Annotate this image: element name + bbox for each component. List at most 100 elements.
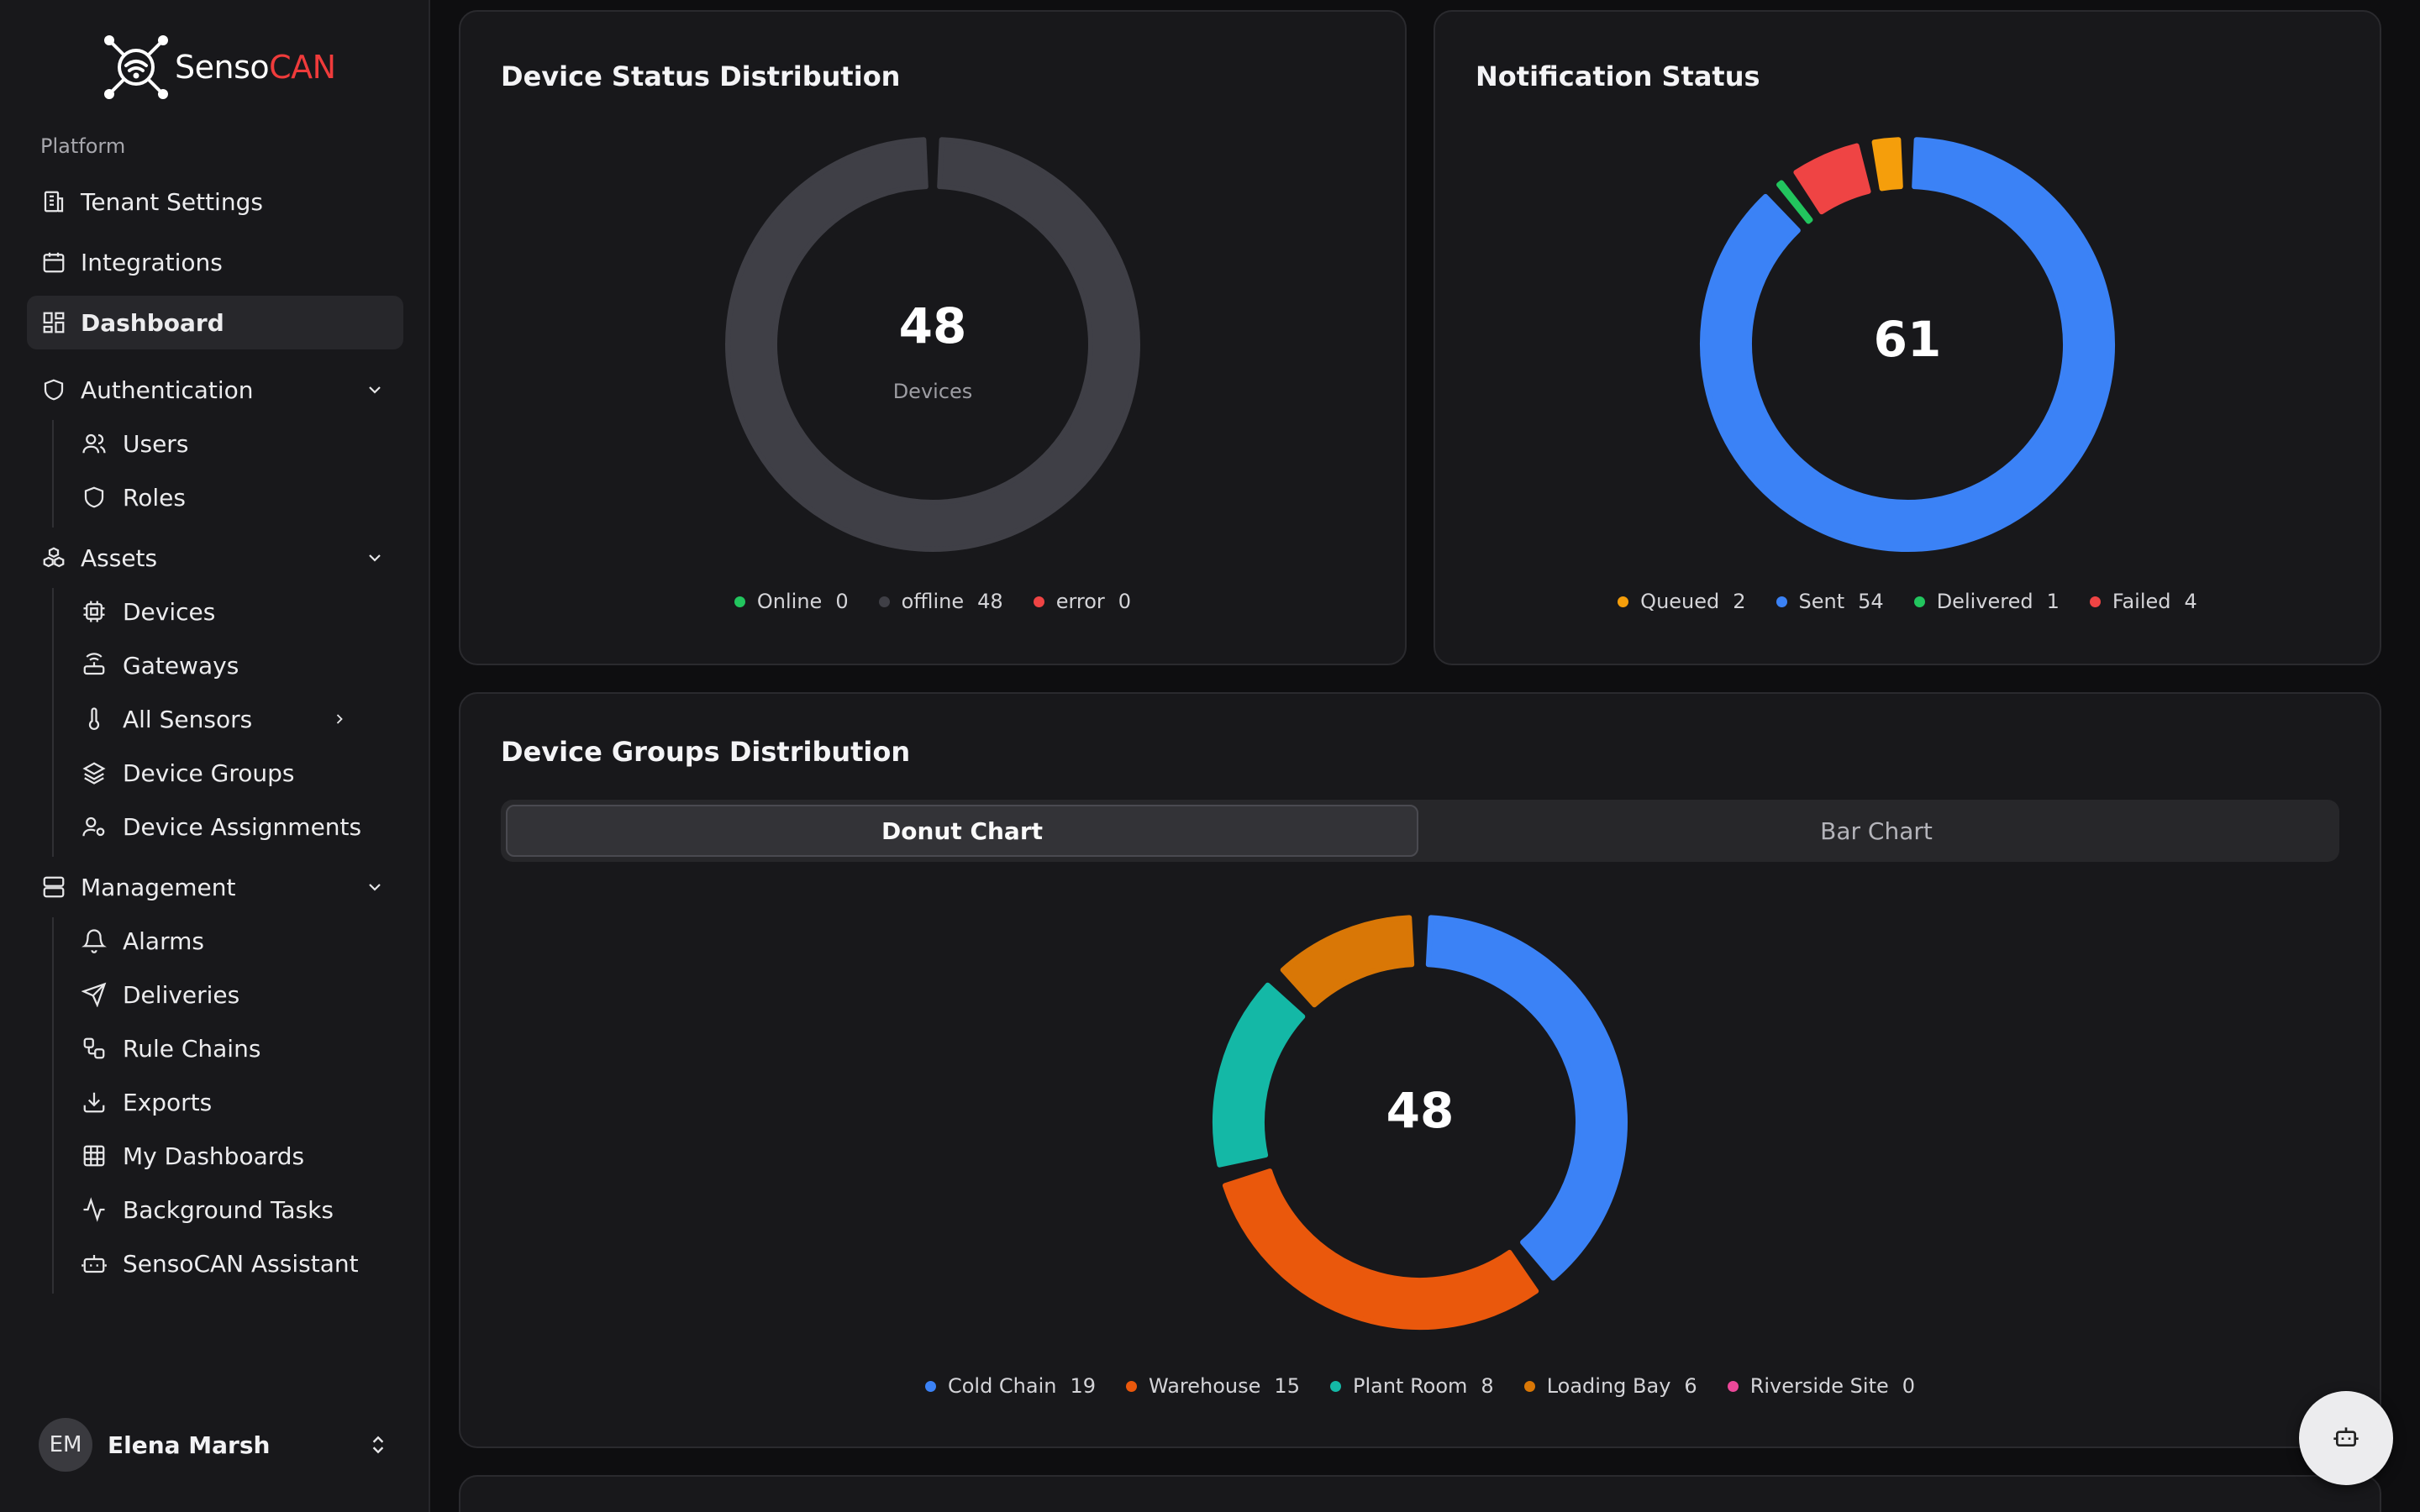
chevron-right-icon[interactable]: [329, 709, 350, 729]
sidebar-group-assets[interactable]: Assets: [27, 531, 403, 585]
users-icon: [81, 430, 108, 457]
sidebar-item-background-tasks[interactable]: Background Tasks: [69, 1184, 403, 1235]
legend-item[interactable]: Delivered 1: [1913, 590, 2060, 613]
legend-dot: [1329, 1380, 1341, 1392]
legend-dot: [1523, 1380, 1535, 1392]
sidebar-item-users[interactable]: Users: [69, 418, 403, 469]
submenu-guide-line: [52, 420, 54, 528]
sidebar-item-label: Devices: [123, 597, 216, 626]
send-icon: [81, 981, 108, 1008]
chip-icon: [81, 598, 108, 625]
legend-item[interactable]: Plant Room 8: [1329, 1374, 1494, 1398]
legend-value: 0: [835, 590, 849, 613]
legend-dot: [878, 596, 890, 607]
brand-logo[interactable]: SensoCAN: [101, 32, 336, 102]
sidebar-item-device-groups[interactable]: Device Groups: [69, 748, 403, 798]
legend-item[interactable]: Riverside Site 0: [1727, 1374, 1915, 1398]
legend-label: Loading Bay: [1546, 1374, 1671, 1398]
legend-item[interactable]: Queued 2: [1618, 590, 1746, 613]
tab-bar-chart[interactable]: Bar Chart: [1820, 816, 1933, 845]
legend-value: 1: [2046, 590, 2060, 613]
sidebar-item-deliveries[interactable]: Deliveries: [69, 969, 403, 1020]
notification-status-card: Notification Status 61 Queued 2 Sent 54 De…: [1434, 10, 2381, 665]
legend-item[interactable]: Online 0: [734, 590, 849, 613]
legend-dot: [1913, 596, 1925, 607]
sidebar-item-label: My Dashboards: [123, 1142, 305, 1170]
sidebar-item-device-assignments[interactable]: Device Assignments: [69, 801, 403, 852]
legend-value: 2: [1733, 590, 1746, 613]
legend-item[interactable]: Warehouse 15: [1126, 1374, 1300, 1398]
sidebar-group-label: Assets: [81, 543, 158, 572]
sidebar-item-dashboard[interactable]: Dashboard: [27, 296, 403, 349]
sidebar-item-integrations[interactable]: Integrations: [27, 235, 403, 289]
legend-value: 8: [1481, 1374, 1494, 1398]
bot-icon: [2333, 1423, 2360, 1453]
sidebar-item-devices[interactable]: Devices: [69, 586, 403, 637]
legend-label: Failed: [2112, 590, 2171, 613]
legend-item[interactable]: Failed 4: [2089, 590, 2197, 613]
chevron-down-icon[interactable]: [363, 875, 387, 899]
donut-segment-sent[interactable]: [1700, 137, 2115, 552]
legend-label: Plant Room: [1352, 1374, 1468, 1398]
legend-item[interactable]: Sent 54: [1776, 590, 1884, 613]
sidebar-item-label: Rule Chains: [123, 1034, 261, 1063]
sidebar-item-roles[interactable]: Roles: [69, 472, 403, 522]
sidebar-item-label: Device Groups: [123, 759, 295, 787]
layers-icon: [81, 759, 108, 786]
sidebar-item-gateways[interactable]: Gateways: [69, 640, 403, 690]
donut-segment-delivered[interactable]: [1776, 180, 1813, 224]
sidebar-item-label: Deliveries: [123, 980, 240, 1009]
sidebar-item-my-dashboards[interactable]: My Dashboards: [69, 1131, 403, 1181]
chevron-down-icon[interactable]: [363, 546, 387, 570]
sidebar-item-label: Alarms: [123, 927, 204, 955]
sidebar-item-exports[interactable]: Exports: [69, 1077, 403, 1127]
assistant-fab-button[interactable]: [2299, 1391, 2393, 1485]
card-title: Notification Status: [1476, 60, 1760, 92]
legend-dot: [1126, 1380, 1138, 1392]
legend-value: 6: [1684, 1374, 1697, 1398]
shield-icon: [81, 484, 108, 511]
sidebar-item-rule-chains[interactable]: Rule Chains: [69, 1023, 403, 1074]
thermometer-icon: [81, 706, 108, 732]
device-status-donut: [725, 137, 1140, 552]
grid-icon: [81, 1142, 108, 1169]
donut-segment-warehouse[interactable]: [1222, 1168, 1539, 1330]
donut-segment-loading-bay[interactable]: [1280, 915, 1415, 1008]
brand-name: SensoCAN: [175, 49, 336, 86]
calendar-icon: [40, 249, 67, 276]
donut-segment-queued[interactable]: [1871, 137, 1903, 192]
legend-label: Sent: [1798, 590, 1845, 613]
donut-segment-plant-room[interactable]: [1213, 982, 1306, 1168]
tab-donut-chart[interactable]: Donut Chart: [506, 805, 1418, 857]
section-label-platform: Platform: [40, 134, 126, 158]
sidebar-item-all-sensors[interactable]: All Sensors: [69, 694, 403, 744]
sidebar-group-label: Management: [81, 873, 236, 901]
sidebar-item-tenant-settings[interactable]: Tenant Settings: [27, 175, 403, 228]
legend-item[interactable]: Cold Chain 19: [924, 1374, 1096, 1398]
sidebar-item-label: Background Tasks: [123, 1195, 334, 1224]
donut-segment-cold-chain[interactable]: [1425, 915, 1628, 1281]
sidebar-item-alarms[interactable]: Alarms: [69, 916, 403, 966]
chevron-down-icon[interactable]: [363, 378, 387, 402]
device-groups-card: Device Groups Distribution Donut Chart B…: [459, 692, 2381, 1448]
sidebar-group-authentication[interactable]: Authentication: [27, 363, 403, 417]
download-icon: [81, 1089, 108, 1116]
user-cog-icon: [81, 813, 108, 840]
sidebar-group-management[interactable]: Management: [27, 860, 403, 914]
device-status-card: Device Status Distribution 48 Devices On…: [459, 10, 1407, 665]
legend-label: Riverside Site: [1749, 1374, 1889, 1398]
donut-segment-offline[interactable]: [725, 137, 1140, 552]
sidebar-item-sensocan-assistant[interactable]: SensoCAN Assistant: [69, 1238, 403, 1289]
legend-item[interactable]: Loading Bay 6: [1523, 1374, 1697, 1398]
legend-item[interactable]: error 0: [1033, 590, 1131, 613]
sidebar-item-label: Users: [123, 429, 189, 458]
user-menu[interactable]: EM Elena Marsh: [39, 1416, 392, 1473]
sidebar-item-label: Roles: [123, 483, 186, 512]
legend-dot: [1618, 596, 1629, 607]
device-groups-legend: Cold Chain 19 Warehouse 15 Plant Room 8 Loa…: [460, 1374, 2380, 1398]
sidebar-item-label: SensoCAN Assistant: [123, 1249, 359, 1278]
legend-item[interactable]: offline 48: [878, 590, 1003, 613]
next-card: [459, 1475, 2381, 1512]
donut-segment-failed[interactable]: [1793, 143, 1871, 215]
bot-icon: [81, 1250, 108, 1277]
